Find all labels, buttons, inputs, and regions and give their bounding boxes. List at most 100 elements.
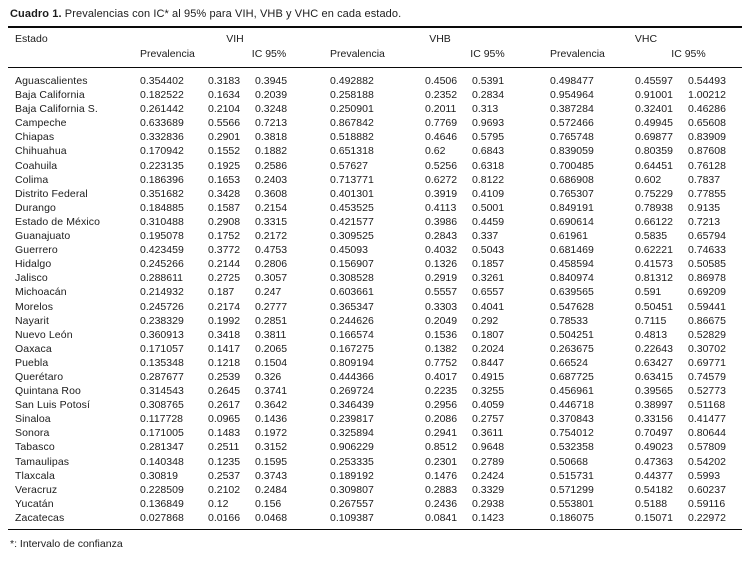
table-row: Quintana Roo 0.314543 0.2645 0.3741 0.269724… bbox=[15, 384, 742, 398]
vhc-ic-lower-cell: 0.62221 bbox=[635, 244, 673, 257]
table-row: San Luis Potosí 0.308765 0.2617 0.3642 0.346… bbox=[15, 398, 742, 412]
vhb-ic-lower-cell: 0.3986 bbox=[425, 215, 458, 228]
vhc-ic-lower-cell: 0.32401 bbox=[635, 103, 673, 116]
vih-ic-upper-cell: 0.2065 bbox=[255, 342, 288, 355]
table-row: Sonora 0.171005 0.1483 0.1972 0.325894 0.2941… bbox=[15, 426, 742, 440]
vhb-ic-upper-cell: 0.2789 bbox=[472, 455, 505, 468]
vih-ic-lower-cell: 0.2144 bbox=[208, 258, 241, 271]
vhc-ic-upper-cell: 0.7837 bbox=[688, 173, 721, 186]
vhc-prevalencia-cell: 0.263675 bbox=[550, 342, 594, 355]
vhc-ic-upper-cell: 0.52829 bbox=[688, 328, 726, 341]
group-header-vhc: VHC bbox=[634, 33, 658, 45]
vhc-ic-upper-cell: 0.46286 bbox=[688, 103, 726, 116]
vih-prevalencia-cell: 0.182522 bbox=[140, 89, 184, 102]
vhb-prevalencia-cell: 0.518882 bbox=[330, 131, 374, 144]
estado-cell: Campeche bbox=[15, 117, 67, 130]
estado-cell: Tamaulipas bbox=[15, 455, 70, 468]
vhb-ic-lower-cell: 0.2086 bbox=[425, 413, 458, 426]
vhb-prevalencia-cell: 0.167275 bbox=[330, 342, 374, 355]
vhb-ic-lower-cell: 0.1326 bbox=[425, 258, 458, 271]
table-row: Campeche 0.633689 0.5566 0.7213 0.867842 0.77… bbox=[15, 116, 742, 130]
bottom-rule bbox=[8, 529, 742, 530]
table-row: Nayarit 0.238329 0.1992 0.2851 0.244626 0.204… bbox=[15, 314, 742, 328]
vhb-ic-lower-cell: 0.8512 bbox=[425, 441, 458, 454]
vhc-prevalencia-cell: 0.66524 bbox=[550, 356, 588, 369]
vih-ic-lower-cell: 0.2725 bbox=[208, 272, 241, 285]
vih-ic-upper-cell: 0.3315 bbox=[255, 215, 288, 228]
vih-ic-upper-cell: 0.1972 bbox=[255, 427, 288, 440]
vhb-prevalencia-cell: 0.325894 bbox=[330, 427, 374, 440]
vhb-ic-lower-cell: 0.6272 bbox=[425, 173, 458, 186]
vih-ic-lower-cell: 0.2104 bbox=[208, 103, 241, 116]
vhb-prevalencia-cell: 0.365347 bbox=[330, 300, 374, 313]
vhc-prevalencia-cell: 0.456961 bbox=[550, 385, 594, 398]
vih-ic-lower-cell: 0.1634 bbox=[208, 89, 241, 102]
table-row: Colima 0.186396 0.1653 0.2403 0.713771 0.6272… bbox=[15, 173, 742, 187]
vhc-ic-lower-cell: 0.602 bbox=[635, 173, 662, 186]
table-row: Nuevo León 0.360913 0.3418 0.3811 0.166574 0.… bbox=[15, 328, 742, 342]
vhc-ic-lower-cell: 0.50451 bbox=[635, 300, 673, 313]
vhc-ic-lower-cell: 0.80359 bbox=[635, 145, 673, 158]
vhb-prevalencia-cell: 0.492882 bbox=[330, 75, 374, 87]
table-footnote: *: Intervalo de confianza bbox=[10, 538, 123, 550]
subheader-vih-ic95: IC 95% bbox=[251, 48, 287, 60]
vhc-prevalencia-cell: 0.370843 bbox=[550, 413, 594, 426]
vhc-ic-upper-cell: 1.00212 bbox=[688, 89, 726, 102]
vih-ic-upper-cell: 0.3248 bbox=[255, 103, 288, 116]
vhc-ic-lower-cell: 0.75229 bbox=[635, 187, 673, 200]
vhc-prevalencia-cell: 0.765748 bbox=[550, 131, 594, 144]
estado-cell: Tlaxcala bbox=[15, 469, 55, 482]
vhb-prevalencia-cell: 0.401301 bbox=[330, 187, 374, 200]
estado-cell: San Luis Potosí bbox=[15, 399, 91, 412]
vhc-ic-upper-cell: 0.22972 bbox=[688, 511, 726, 524]
vih-ic-lower-cell: 0.3772 bbox=[208, 244, 241, 257]
vih-prevalencia-cell: 0.195078 bbox=[140, 230, 184, 243]
vhc-prevalencia-cell: 0.687725 bbox=[550, 370, 594, 383]
vih-ic-upper-cell: 0.3057 bbox=[255, 272, 288, 285]
vhb-prevalencia-cell: 0.156907 bbox=[330, 258, 374, 271]
table-row: Durango 0.184885 0.1587 0.2154 0.453525 0.411… bbox=[15, 201, 742, 215]
vih-prevalencia-cell: 0.184885 bbox=[140, 201, 184, 214]
estado-cell: Chihuahua bbox=[15, 145, 67, 158]
vih-ic-upper-cell: 0.1504 bbox=[255, 356, 288, 369]
vhc-ic-lower-cell: 0.7115 bbox=[635, 314, 667, 327]
estado-cell: Morelos bbox=[15, 300, 54, 313]
vhb-prevalencia-cell: 0.309525 bbox=[330, 230, 374, 243]
vhb-ic-lower-cell: 0.3919 bbox=[425, 187, 458, 200]
vih-ic-lower-cell: 0.5566 bbox=[208, 117, 241, 130]
table-row: Baja California S. 0.261442 0.2104 0.3248 0.… bbox=[15, 102, 742, 116]
vhc-ic-lower-cell: 0.5188 bbox=[635, 497, 668, 510]
estado-cell: Puebla bbox=[15, 356, 49, 369]
vhb-prevalencia-cell: 0.713771 bbox=[330, 173, 374, 186]
estado-cell: Yucatán bbox=[15, 497, 54, 510]
vhc-prevalencia-cell: 0.78533 bbox=[550, 314, 588, 327]
vhc-ic-upper-cell: 0.59116 bbox=[688, 497, 726, 510]
vih-ic-lower-cell: 0.1552 bbox=[208, 145, 241, 158]
vih-ic-lower-cell: 0.1752 bbox=[208, 230, 241, 243]
estado-cell: Oaxaca bbox=[15, 342, 52, 355]
vhc-prevalencia-cell: 0.61961 bbox=[550, 230, 588, 243]
vih-ic-upper-cell: 0.2154 bbox=[255, 201, 288, 214]
table-row: Guanajuato 0.195078 0.1752 0.2172 0.309525 0.… bbox=[15, 229, 742, 243]
table-row: Tabasco 0.281347 0.2511 0.3152 0.906229 0.851… bbox=[15, 440, 742, 454]
estado-cell: Baja California bbox=[15, 89, 85, 102]
vih-prevalencia-cell: 0.245266 bbox=[140, 258, 184, 271]
vih-prevalencia-cell: 0.287677 bbox=[140, 370, 184, 383]
vih-prevalencia-cell: 0.310488 bbox=[140, 215, 184, 228]
vhc-ic-lower-cell: 0.54182 bbox=[635, 483, 673, 496]
vih-ic-lower-cell: 0.0965 bbox=[208, 413, 241, 426]
vhb-prevalencia-cell: 0.250901 bbox=[330, 103, 374, 116]
vhb-ic-upper-cell: 0.2424 bbox=[472, 469, 505, 482]
vhc-ic-lower-cell: 0.91001 bbox=[635, 89, 673, 102]
vhc-ic-lower-cell: 0.69877 bbox=[635, 131, 673, 144]
vhb-prevalencia-cell: 0.867842 bbox=[330, 117, 374, 130]
vhc-prevalencia-cell: 0.765307 bbox=[550, 187, 594, 200]
vhb-ic-lower-cell: 0.7769 bbox=[425, 117, 458, 130]
vhb-ic-upper-cell: 0.3261 bbox=[472, 272, 505, 285]
vhc-ic-upper-cell: 0.74633 bbox=[688, 244, 726, 257]
vhb-ic-upper-cell: 0.2834 bbox=[472, 89, 505, 102]
vih-ic-upper-cell: 0.3811 bbox=[255, 328, 287, 341]
vhb-ic-upper-cell: 0.3611 bbox=[472, 427, 504, 440]
vih-prevalencia-cell: 0.245726 bbox=[140, 300, 184, 313]
vhc-prevalencia-cell: 0.553801 bbox=[550, 497, 594, 510]
